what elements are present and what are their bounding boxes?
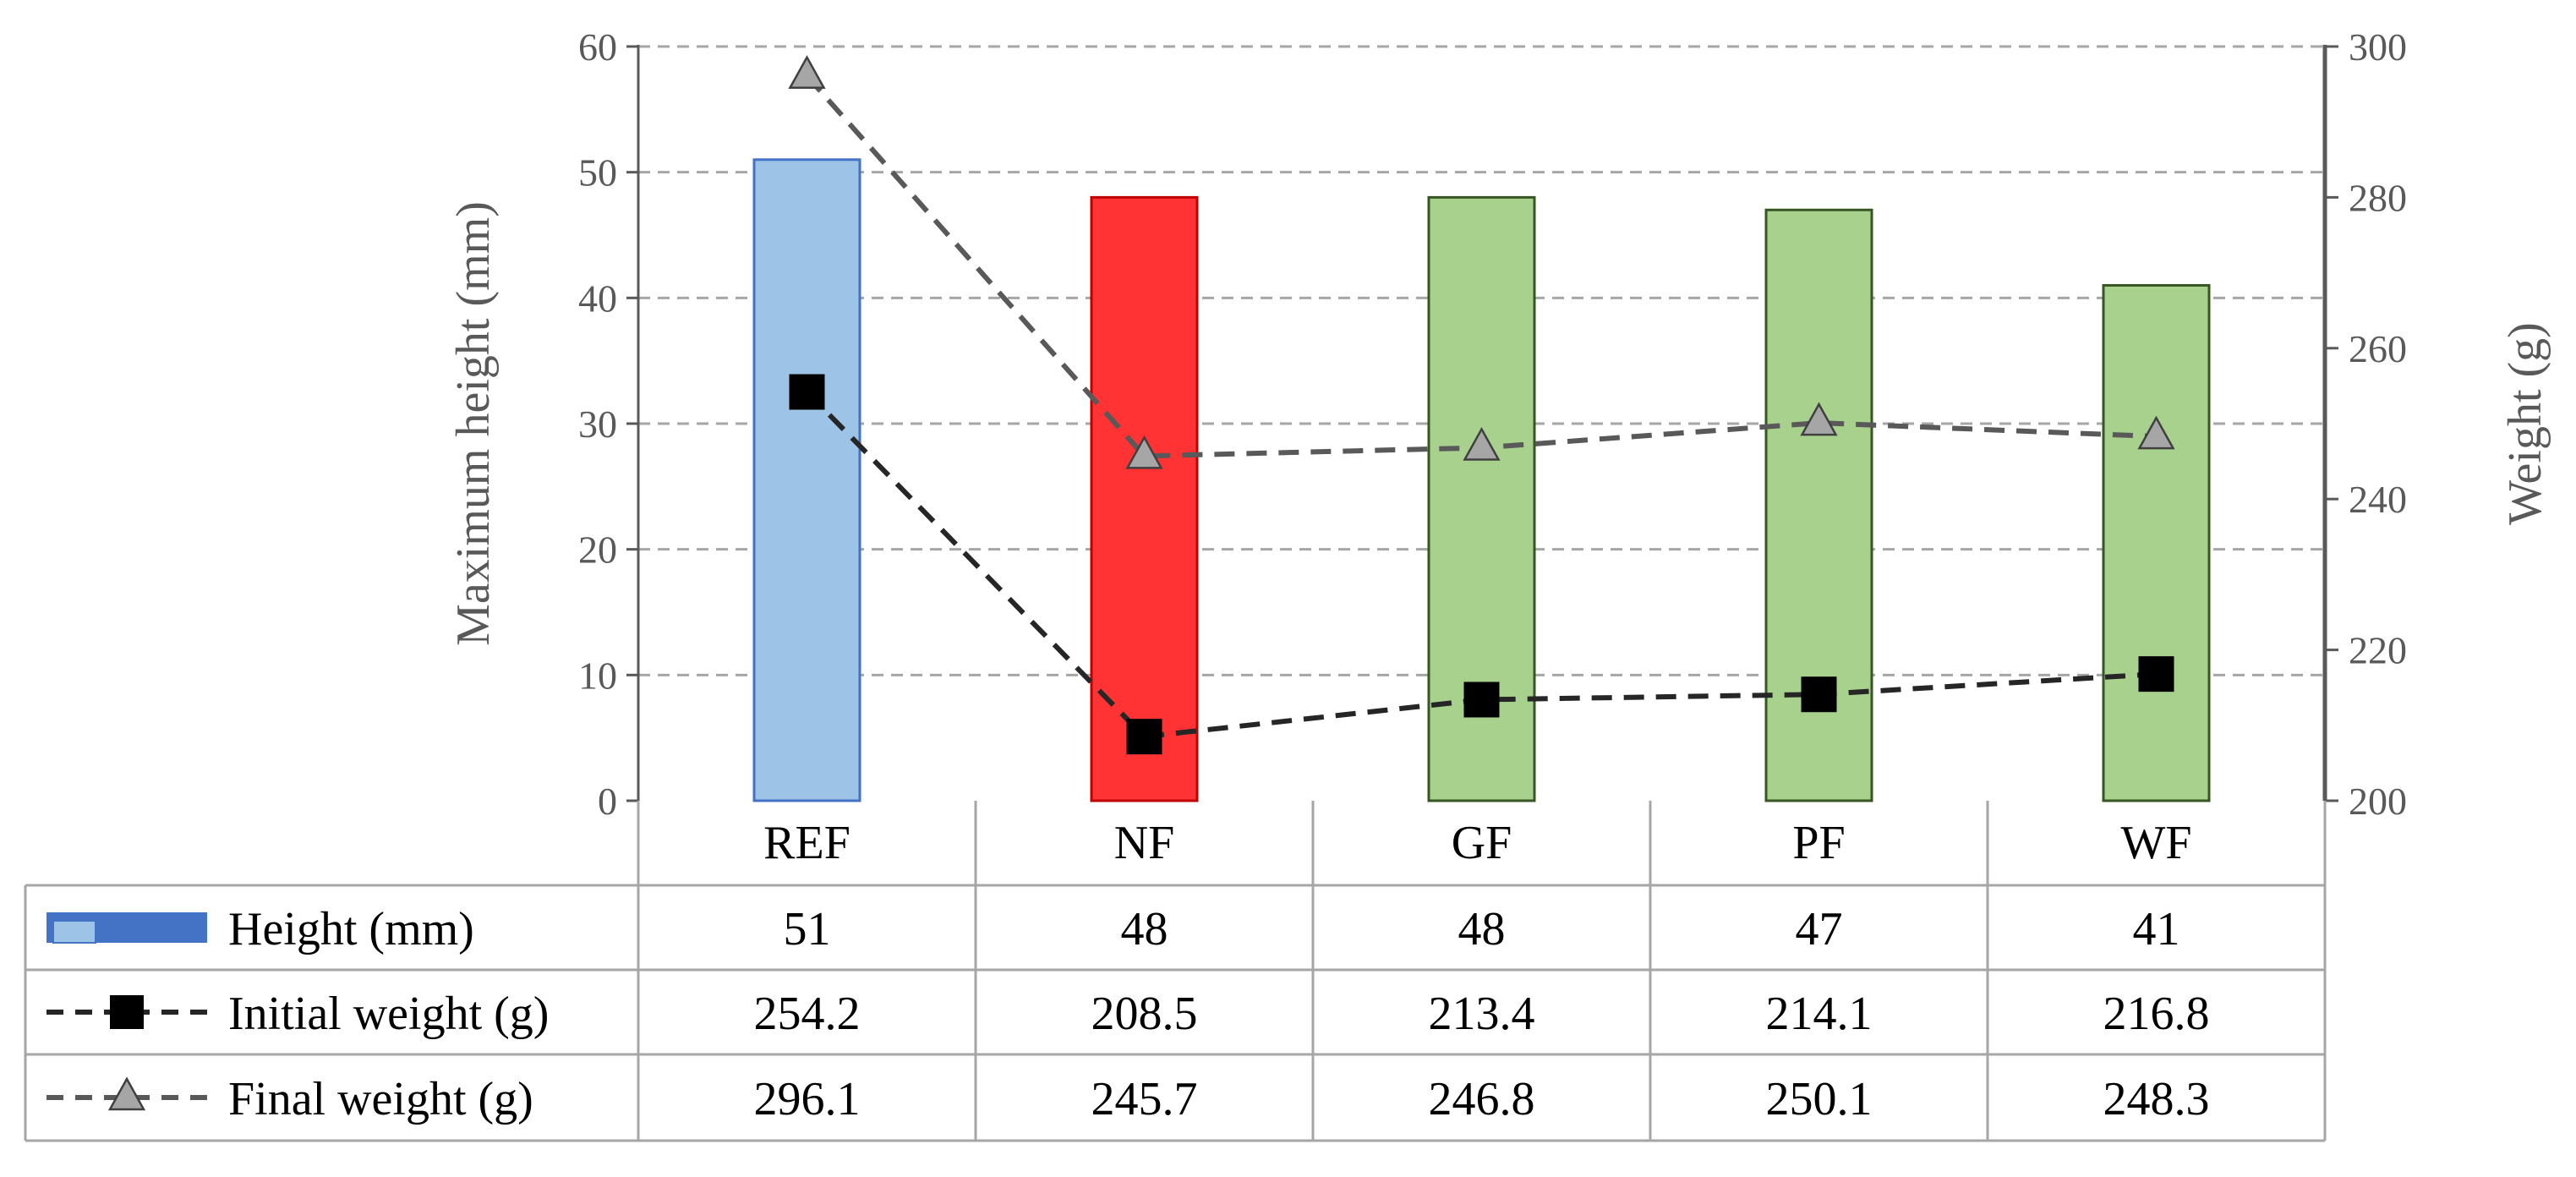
initial-weight-point-pf	[1801, 676, 1837, 713]
table-cell: 47	[1796, 903, 1843, 955]
table-cell: 246.8	[1429, 1073, 1535, 1125]
right-axis-tick-label: 220	[2349, 629, 2407, 672]
right-axis-title: Weight (g)	[2499, 322, 2551, 525]
table-cell: 214.1	[1766, 988, 1873, 1040]
legend-key-final-weight-marker	[107, 1076, 146, 1111]
initial-weight-point-ref	[789, 374, 825, 410]
category-label: WF	[2121, 817, 2192, 869]
data-table: REF NF GF PF WF Height (mm) Initial weight (g)…	[24, 801, 2327, 1142]
category-label: GF	[1452, 817, 1512, 869]
table-cell: 208.5	[1091, 988, 1198, 1040]
right-axis-tick-label: 280	[2349, 176, 2407, 219]
table-cell: 245.7	[1091, 1073, 1198, 1125]
final-weight-point-wf	[2137, 415, 2175, 450]
legend-key-height-inner	[52, 920, 96, 944]
line-series	[788, 55, 2175, 755]
axes: 0 10 20 30 40 50 60 200 220 240 260 280 300 Maximum h…	[447, 25, 2551, 823]
table-row-label: Height (mm)	[228, 903, 474, 955]
table-cell: 248.3	[2103, 1073, 2210, 1125]
category-label: REF	[763, 817, 850, 869]
final-weight-point-ref	[788, 55, 826, 90]
table-cell: 250.1	[1766, 1073, 1873, 1125]
final-weight-point-nf	[1125, 435, 1163, 469]
table-cell: 216.8	[2103, 988, 2210, 1040]
final-weight-point-gf	[1463, 426, 1501, 461]
left-axis-tick-label: 50	[578, 151, 617, 194]
bar-wf	[2102, 283, 2211, 802]
left-axis-tick-label: 20	[578, 528, 617, 572]
table-cell: 41	[2133, 903, 2180, 955]
final-weight-point-pf	[1800, 402, 1838, 436]
table-cell: 48	[1121, 903, 1168, 955]
left-axis-tick-label: 40	[578, 276, 617, 320]
table-cell: 48	[1458, 903, 1506, 955]
left-axis-tick-label: 0	[598, 780, 617, 823]
right-axis-tick-label: 240	[2349, 478, 2407, 521]
initial-weight-point-nf	[1126, 719, 1162, 755]
right-axis-tick-label: 300	[2349, 25, 2407, 68]
left-axis-tick-label: 60	[578, 25, 617, 68]
right-axis-tick-label: 200	[2349, 780, 2407, 823]
initial-weight-point-gf	[1463, 682, 1500, 718]
table-cell: 51	[784, 903, 831, 955]
initial-weight-point-wf	[2138, 656, 2174, 693]
left-axis-tick-label: 10	[578, 654, 617, 697]
table-row-label: Initial weight (g)	[228, 988, 549, 1040]
right-axis-tick-label: 260	[2349, 327, 2407, 370]
table-row-label: Final weight (g)	[228, 1073, 533, 1125]
bar-ref	[752, 158, 861, 802]
table-cell: 254.2	[754, 988, 861, 1040]
table-cell: 213.4	[1429, 988, 1535, 1040]
legend-key-initial-weight-marker	[110, 995, 144, 1029]
table-cell: 296.1	[754, 1073, 861, 1125]
left-axis-tick-label: 30	[578, 402, 617, 446]
left-axis-title: Maximum height (mm)	[447, 201, 500, 646]
category-label: PF	[1792, 817, 1845, 869]
bar-nf	[1090, 195, 1199, 802]
category-label: NF	[1114, 817, 1175, 869]
